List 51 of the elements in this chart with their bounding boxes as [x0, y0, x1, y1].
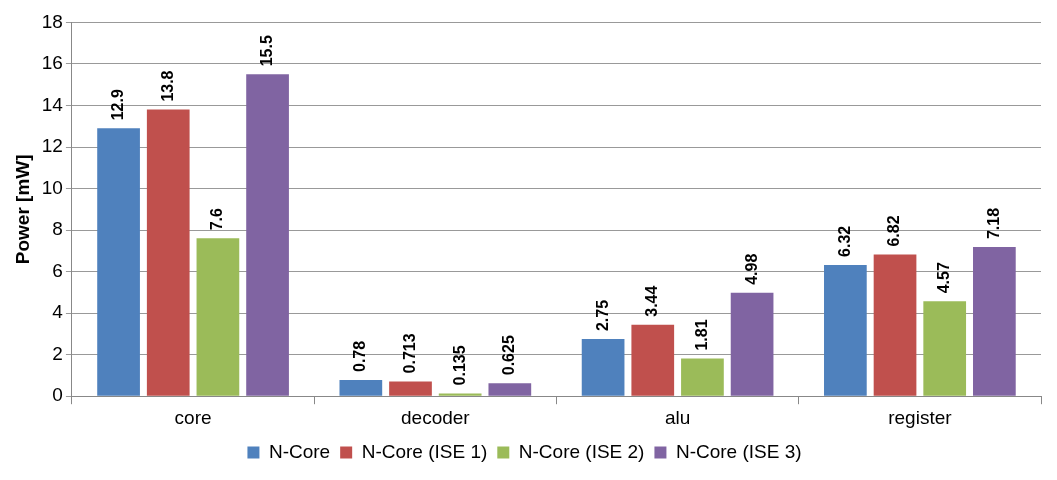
- x-tick-label: register: [888, 406, 953, 428]
- bar: [146, 109, 190, 396]
- bar: [246, 74, 289, 396]
- bar: [631, 324, 675, 396]
- x-tick-label: decoder: [401, 406, 471, 428]
- data-label: 13.8: [158, 70, 176, 102]
- data-label: 1.81: [692, 319, 710, 351]
- data-label: 15.5: [257, 35, 275, 67]
- legend-label: N-Core (ISE 1): [361, 440, 488, 462]
- y-tick-label: 12: [41, 135, 63, 157]
- data-label: 0.625: [500, 335, 518, 376]
- data-label: 0.713: [400, 333, 418, 374]
- data-label: 0.135: [450, 345, 468, 386]
- bar: [196, 238, 240, 396]
- data-label: 0.78: [351, 340, 369, 372]
- bar: [438, 393, 482, 396]
- bar: [339, 380, 383, 396]
- data-label: 3.44: [643, 285, 661, 317]
- bar: [973, 247, 1016, 396]
- data-label: 12.9: [108, 89, 126, 121]
- bar: [389, 381, 432, 396]
- bar: [923, 301, 967, 396]
- data-label: 6.82: [885, 215, 903, 247]
- data-label: 2.75: [593, 299, 611, 332]
- bar: [581, 339, 625, 396]
- y-tick-label: 6: [52, 259, 63, 281]
- bar: [873, 254, 917, 396]
- legend-label: N-Core: [268, 440, 331, 462]
- data-label: 4.57: [935, 262, 953, 294]
- bar: [488, 383, 532, 396]
- x-tick-label: alu: [664, 406, 691, 428]
- data-label: 7.6: [208, 208, 226, 231]
- y-tick-label: 14: [41, 93, 64, 115]
- data-label: 6.32: [835, 225, 853, 257]
- y-tick-label: 0: [52, 384, 63, 406]
- bar: [97, 128, 140, 396]
- data-label: 7.18: [984, 207, 1002, 240]
- y-tick-label: 18: [41, 10, 63, 32]
- x-tick-label: core: [174, 406, 212, 428]
- y-tick-label: 16: [41, 52, 63, 74]
- y-axis-title: Power [mW]: [11, 154, 33, 265]
- y-tick-label: 8: [52, 218, 63, 240]
- data-label: 4.98: [742, 253, 760, 285]
- y-tick-label: 2: [52, 342, 63, 364]
- y-tick-label: 4: [52, 301, 64, 323]
- bar: [824, 264, 867, 396]
- legend-label: N-Core (ISE 2): [518, 440, 645, 462]
- bar: [730, 292, 774, 396]
- legend-label: N-Core (ISE 3): [675, 440, 802, 462]
- y-tick-label: 10: [41, 176, 63, 198]
- bar: [681, 358, 724, 396]
